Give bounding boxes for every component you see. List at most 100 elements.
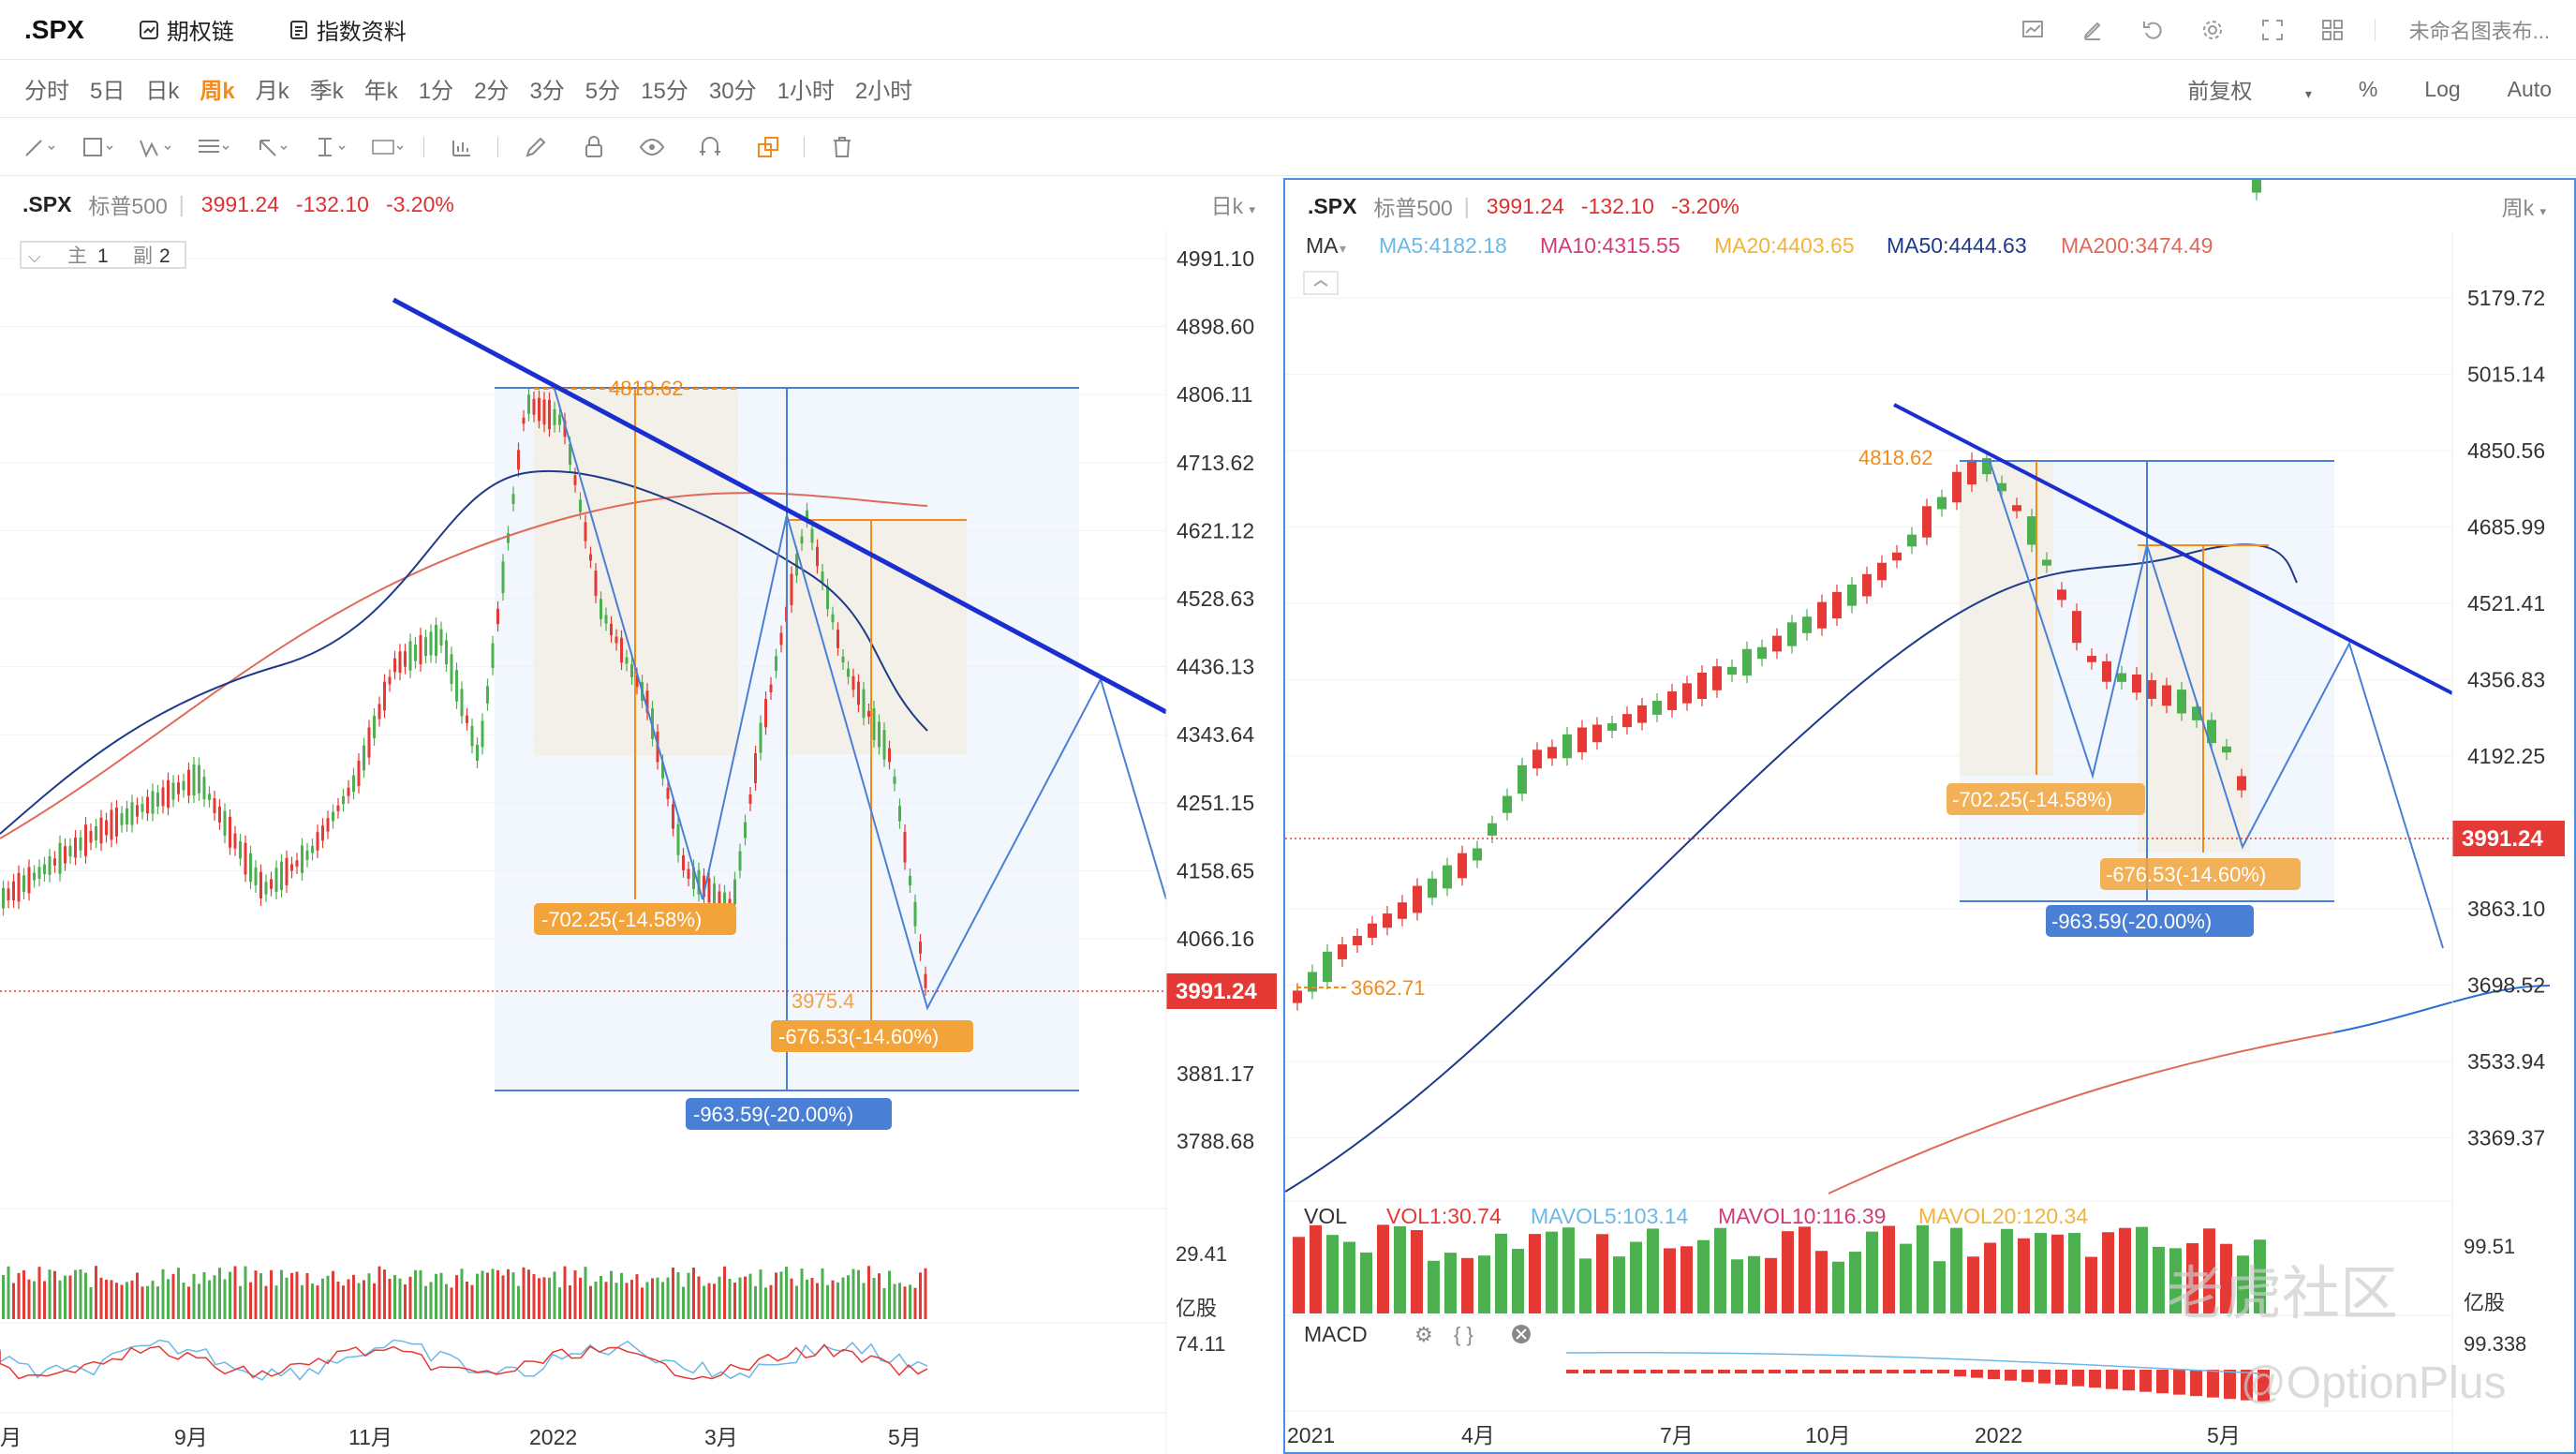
- macd-label[interactable]: MACD: [1304, 1322, 1368, 1346]
- brush-icon[interactable]: [515, 128, 556, 166]
- left-chart-panel[interactable]: .SPX 标普500 | 3991.24 -132.10 -3.20% 日k ▾…: [0, 178, 1283, 1454]
- candle: [1547, 747, 1557, 759]
- volume-bar: [202, 1271, 206, 1319]
- period-1h[interactable]: 1小时: [777, 79, 835, 104]
- index-info-button[interactable]: 指数资料: [289, 13, 407, 46]
- candle: [754, 753, 757, 783]
- macd-histogram-bar: [1836, 1370, 1848, 1373]
- right-period-dropdown[interactable]: 周k ▾: [2502, 190, 2546, 222]
- x-tick-label: 5月: [2207, 1423, 2241, 1447]
- volume-bar: [656, 1277, 659, 1319]
- fullscreen-icon[interactable]: [2258, 16, 2287, 44]
- trash-icon[interactable]: [822, 128, 863, 166]
- period-1m[interactable]: 1分: [418, 79, 454, 104]
- settings-icon[interactable]: [2198, 16, 2227, 44]
- vol-label[interactable]: VOL: [1304, 1204, 1347, 1228]
- volume-bar: [414, 1269, 417, 1319]
- candle: [764, 699, 767, 728]
- candle: [53, 858, 56, 866]
- volume-bar: [733, 1283, 736, 1319]
- fib-icon[interactable]: [193, 128, 234, 166]
- rectangle-icon[interactable]: [77, 128, 118, 166]
- candle: [1323, 951, 1332, 983]
- low-label: 3975.4: [792, 989, 854, 1013]
- candle: [2162, 685, 2171, 706]
- right-chart-svg[interactable]: MA ▾ MA5:4182.18 MA10:4315.55 MA20:4403.…: [1285, 180, 2574, 1452]
- candle: [270, 879, 273, 889]
- volume-bar: [445, 1283, 448, 1319]
- volume-bar: [1495, 1233, 1507, 1313]
- period-15m[interactable]: 15分: [641, 79, 688, 104]
- period-weekly[interactable]: 周k: [200, 79, 235, 104]
- header-divider: |: [1463, 193, 1470, 218]
- period-30m[interactable]: 30分: [708, 79, 757, 104]
- period-5day[interactable]: 5日: [90, 79, 126, 104]
- period-2m[interactable]: 2分: [474, 79, 510, 104]
- chart-layout-name[interactable]: 未命名图表布...: [2408, 20, 2550, 43]
- undo-icon[interactable]: [2139, 16, 2167, 44]
- macd-histogram-bar: [1634, 1370, 1646, 1373]
- symbol-title[interactable]: .SPX: [24, 14, 84, 44]
- period-daily[interactable]: 日k: [145, 79, 180, 104]
- volume-bar: [569, 1285, 571, 1319]
- y-tick-label: 4066.16: [1177, 927, 1254, 951]
- right-candles: [1293, 180, 2261, 1011]
- lock-icon[interactable]: [573, 128, 614, 166]
- y-tick-label: 4436.13: [1177, 655, 1254, 679]
- volume-bar: [239, 1285, 242, 1319]
- candle: [316, 832, 319, 851]
- options-chain-icon: [139, 20, 158, 39]
- ma-label[interactable]: MA: [1306, 233, 1339, 258]
- candle: [779, 632, 783, 645]
- period-3m[interactable]: 3分: [529, 79, 565, 104]
- pane-toggle[interactable]: ⌵ 主 1 副 2: [20, 241, 186, 269]
- percent-toggle[interactable]: %: [2358, 76, 2378, 101]
- trendline-icon[interactable]: [19, 128, 60, 166]
- volume-bar: [470, 1284, 474, 1319]
- candle: [594, 571, 598, 596]
- options-chain-button[interactable]: 期权链: [139, 13, 234, 46]
- edit-icon[interactable]: [2079, 16, 2107, 44]
- volume-bar: [1546, 1231, 1558, 1313]
- volume-bar: [249, 1282, 252, 1319]
- right-chart-panel[interactable]: .SPX 标普500 | 3991.24 -132.10 -3.20% 周k ▾…: [1283, 178, 2576, 1454]
- candle: [1757, 646, 1767, 660]
- period-1min-line[interactable]: 分时: [24, 79, 69, 104]
- log-toggle[interactable]: Log: [2424, 76, 2461, 101]
- arrow-icon[interactable]: [251, 128, 292, 166]
- layout-grid-icon[interactable]: [2318, 16, 2347, 44]
- volume-bar: [1377, 1224, 1389, 1313]
- candle: [43, 864, 46, 875]
- measure-icon[interactable]: [309, 128, 350, 166]
- candle: [882, 730, 886, 760]
- period-2h[interactable]: 2小时: [854, 79, 913, 104]
- period-quarterly[interactable]: 季k: [309, 79, 344, 104]
- code-icon[interactable]: { }: [1454, 1323, 1473, 1346]
- volume-bar: [2035, 1233, 2047, 1313]
- magnet-icon[interactable]: [689, 128, 731, 166]
- auto-toggle[interactable]: Auto: [2507, 76, 2552, 101]
- left-chart-svg[interactable]: 4818.62 -702.25(-14.58%) 3975.4 -676.53(…: [0, 178, 1283, 1454]
- pattern-icon[interactable]: [135, 128, 176, 166]
- eye-icon[interactable]: [631, 128, 673, 166]
- volume-bar: [2136, 1226, 2148, 1313]
- collapse-button[interactable]: [1303, 271, 1339, 295]
- period-monthly[interactable]: 月k: [255, 79, 289, 104]
- chart-type-icon[interactable]: [2019, 16, 2047, 44]
- period-5m[interactable]: 5分: [585, 79, 621, 104]
- volume-bar: [594, 1282, 598, 1319]
- macd-histogram-bar: [1752, 1370, 1764, 1373]
- price-tag-label: 3991.24: [1176, 979, 1257, 1004]
- layers-icon[interactable]: [748, 128, 789, 166]
- volume-bar: [517, 1285, 520, 1319]
- candle: [218, 806, 221, 823]
- text-icon[interactable]: [367, 128, 408, 166]
- volume-bar: [2102, 1232, 2114, 1313]
- period-yearly[interactable]: 年k: [363, 79, 398, 104]
- adjust-dropdown[interactable]: 前复权 ▾: [2140, 73, 2311, 105]
- left-period-dropdown[interactable]: 日k ▾: [1211, 188, 1255, 220]
- indicator-icon[interactable]: [441, 128, 482, 166]
- volume-bar: [12, 1283, 15, 1319]
- candle: [507, 533, 510, 543]
- gear-icon[interactable]: ⚙: [1414, 1323, 1433, 1346]
